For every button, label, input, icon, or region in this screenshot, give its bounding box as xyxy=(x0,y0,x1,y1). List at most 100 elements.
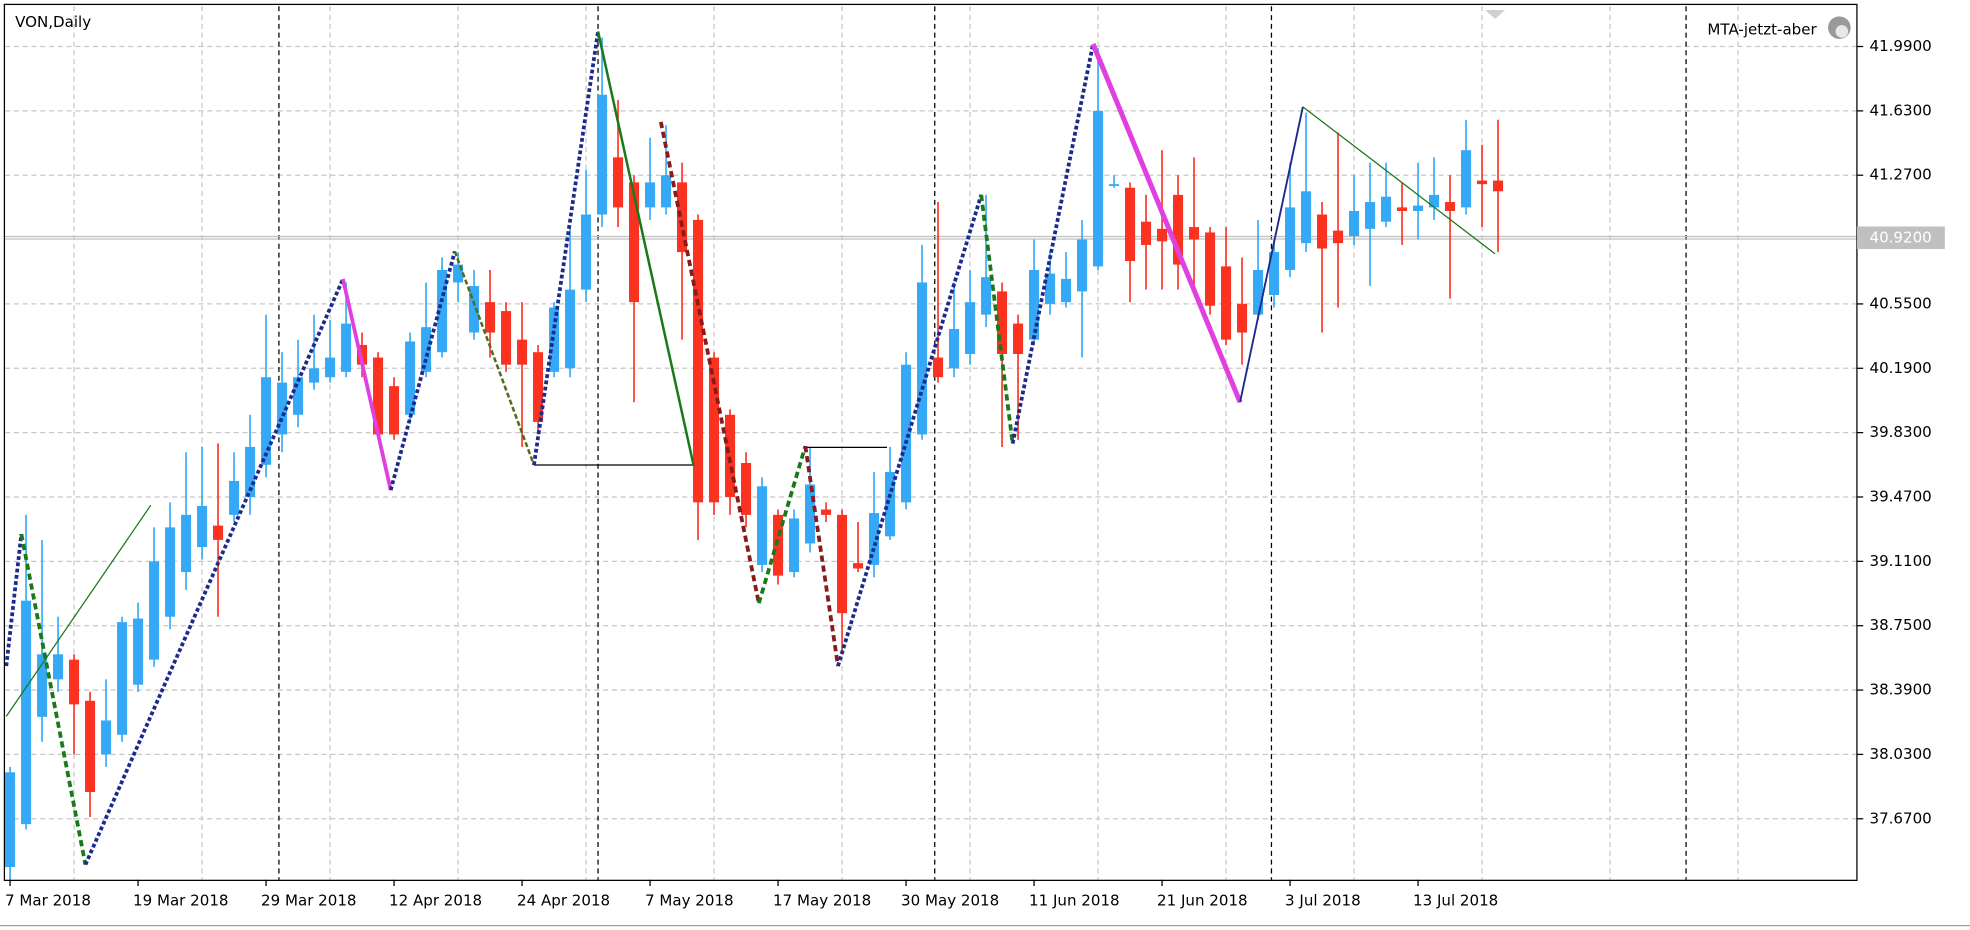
candle-body xyxy=(485,302,496,333)
candle-body xyxy=(1461,150,1472,208)
candle-body xyxy=(21,600,32,825)
candle-body xyxy=(821,509,832,515)
candle-body xyxy=(965,302,976,354)
candle-body xyxy=(325,357,336,378)
zigzag-down xyxy=(1090,43,1243,404)
x-tick-label: 29 Mar 2018 xyxy=(261,892,356,910)
expert-icon-inner xyxy=(1835,25,1849,38)
candle-body xyxy=(997,291,1008,354)
zigzag-down xyxy=(19,533,88,866)
price-label: 40.9200 xyxy=(1869,228,1931,246)
candle-body xyxy=(629,182,640,303)
candle-body xyxy=(773,514,784,576)
candle-body xyxy=(245,446,256,497)
candle-body xyxy=(1189,227,1200,240)
y-tick-label: 41.6300 xyxy=(1869,101,1931,119)
candle-body xyxy=(1109,184,1120,187)
axes: 41.9900 41.6300 41.2700 40.5500 40.1900 39.83… xyxy=(5,37,1945,910)
y-tick-label: 37.6700 xyxy=(1869,809,1931,827)
candle-body xyxy=(869,513,880,565)
candle-body xyxy=(949,328,960,369)
candle-body xyxy=(1077,239,1088,292)
candle-body xyxy=(741,463,752,515)
candle-body xyxy=(293,377,304,415)
candle-body xyxy=(85,700,96,792)
shift-marker xyxy=(1485,10,1506,19)
candle-body xyxy=(453,264,464,283)
candle-body xyxy=(37,654,48,717)
candle-body xyxy=(69,659,80,705)
candle-body xyxy=(1141,221,1152,245)
price-line-group xyxy=(5,235,1857,240)
candle-body xyxy=(1317,214,1328,249)
candle-body xyxy=(837,514,848,614)
candle-body xyxy=(597,94,608,215)
x-tick-label: 21 Jun 2018 xyxy=(1157,892,1248,910)
candle-body xyxy=(1157,228,1168,242)
candle-body xyxy=(309,368,320,383)
candle-body xyxy=(565,289,576,369)
candle-body xyxy=(1029,269,1040,340)
x-tick-label: 13 Jul 2018 xyxy=(1413,892,1498,910)
candle-body xyxy=(581,214,592,290)
candle-body xyxy=(1237,303,1248,333)
trend-line xyxy=(5,504,152,717)
x-tick-label: 17 May 2018 xyxy=(773,892,871,910)
x-tick-label: 7 May 2018 xyxy=(645,892,734,910)
zigzag-up xyxy=(4,533,24,667)
zigzag-down xyxy=(803,445,840,667)
candle-body xyxy=(165,527,176,617)
candle-body xyxy=(1365,202,1376,229)
x-tick-label: 11 Jun 2018 xyxy=(1029,892,1120,910)
x-tick-label: 3 Jul 2018 xyxy=(1285,892,1361,910)
grid xyxy=(5,6,1857,880)
candle-body xyxy=(517,339,528,365)
y-tick-label: 41.2700 xyxy=(1869,166,1931,184)
candle-body xyxy=(1477,180,1488,185)
candle-body xyxy=(213,525,224,540)
candle-body xyxy=(373,357,384,435)
candle-body xyxy=(533,352,544,422)
candle-body xyxy=(133,618,144,685)
candle-body xyxy=(757,486,768,565)
zigzag-down xyxy=(596,31,695,466)
candle-body xyxy=(1333,230,1344,244)
candle-body xyxy=(805,484,816,544)
price-label-box xyxy=(1856,226,1945,250)
candle-body xyxy=(661,175,672,208)
candle-body xyxy=(1413,205,1424,211)
zigzag-up xyxy=(757,445,808,604)
candle-body xyxy=(469,286,480,333)
plot-frame xyxy=(3,3,1858,881)
y-tick-label: 38.3900 xyxy=(1869,681,1931,699)
candle-body xyxy=(1205,232,1216,306)
candle-body xyxy=(677,182,688,253)
candle-body xyxy=(1253,269,1264,315)
candle-body xyxy=(53,654,64,680)
candle-body xyxy=(1349,210,1360,236)
candle-body xyxy=(421,327,432,372)
candle-body xyxy=(1301,191,1312,244)
candle-body xyxy=(341,323,352,372)
candle-body xyxy=(1397,207,1408,211)
zigzag-up xyxy=(532,31,600,466)
zigzag-up xyxy=(836,194,984,667)
zigzag-up xyxy=(1239,106,1304,403)
candle-body xyxy=(1125,187,1136,262)
candle-body xyxy=(1493,180,1504,192)
candle-body xyxy=(1445,202,1456,211)
expert-icon xyxy=(1828,16,1851,39)
candle-body xyxy=(1045,273,1056,304)
candle-body xyxy=(501,311,512,365)
y-tick-label: 39.8300 xyxy=(1869,423,1931,441)
candle-body xyxy=(101,720,112,755)
x-tick-label: 30 May 2018 xyxy=(901,892,999,910)
candle-body xyxy=(933,357,944,378)
zigzag-down xyxy=(453,250,536,466)
x-tick-label: 12 Apr 2018 xyxy=(389,892,482,910)
y-tick-label: 38.7500 xyxy=(1869,616,1931,634)
candle-body xyxy=(1013,323,1024,354)
